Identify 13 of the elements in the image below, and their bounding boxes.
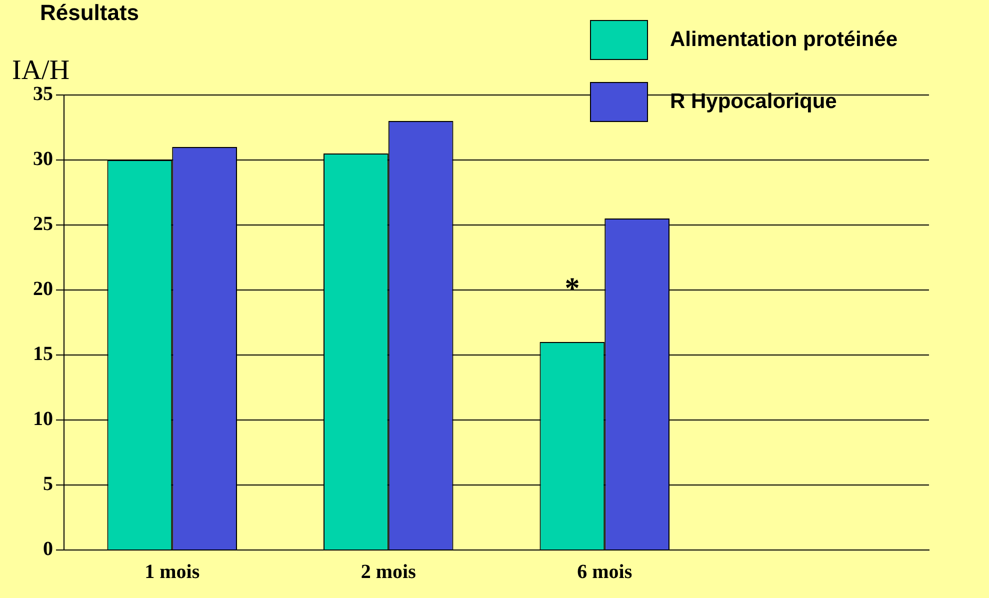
chart-title: Résultats (40, 0, 140, 26)
y-tick-label: 25 (33, 213, 53, 236)
y-tick-label: 30 (33, 148, 53, 170)
legend-label: Alimentation protéinée (670, 28, 898, 52)
y-tick-label: 0 (43, 538, 53, 560)
x-tick-label: 6 mois (577, 561, 632, 584)
y-tick-label: 20 (33, 278, 53, 300)
x-tick-label: 1 mois (144, 561, 200, 584)
y-tick-label: 15 (33, 343, 53, 366)
y-tick-label: 5 (43, 473, 53, 496)
x-tick-label: 2 mois (360, 561, 416, 584)
y-tick-label: 10 (33, 408, 53, 430)
annotation: * (564, 272, 580, 305)
